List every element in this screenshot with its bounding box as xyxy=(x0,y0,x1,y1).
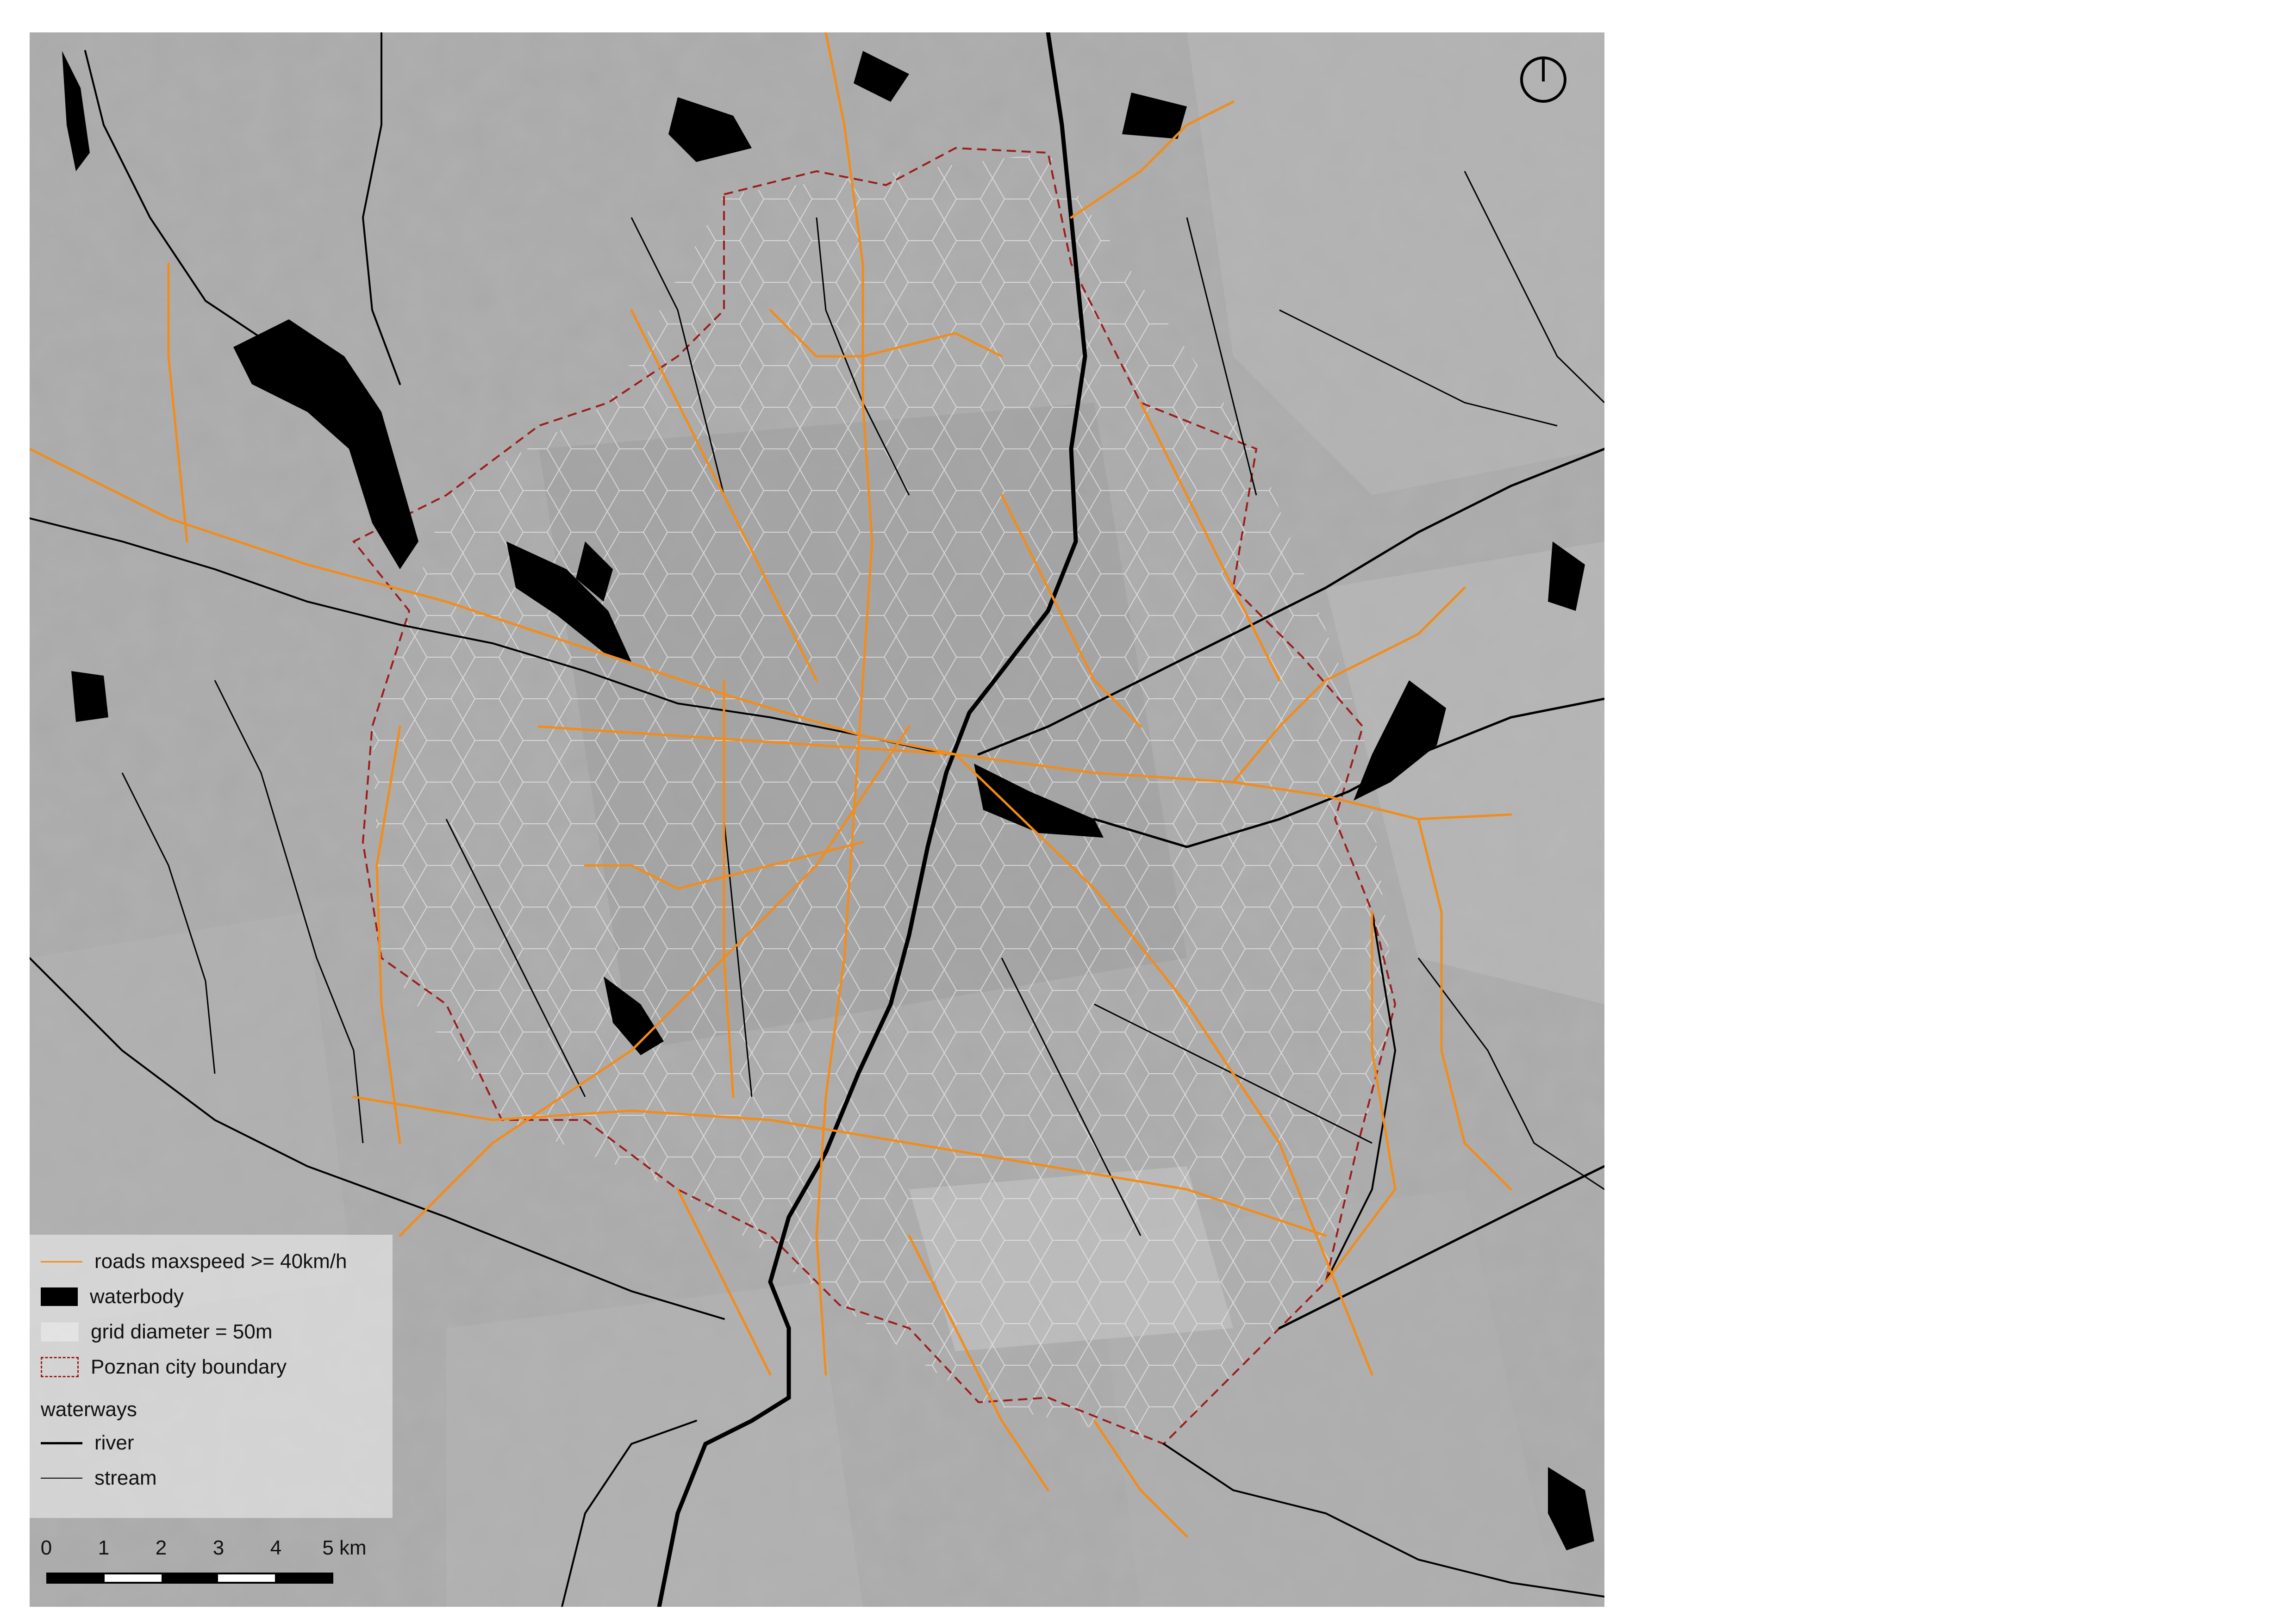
scale-label-4: 4 xyxy=(270,1536,282,1559)
scale-label-3: 3 xyxy=(212,1536,225,1559)
legend-label: waterbody xyxy=(90,1285,184,1308)
scale-bar-graphic xyxy=(46,1573,333,1584)
legend-item-river: river xyxy=(41,1429,134,1457)
scale-segment xyxy=(218,1574,275,1582)
map-canvas[interactable] xyxy=(30,32,1604,1607)
legend-label: grid diameter = 50m xyxy=(91,1320,273,1343)
legend-panel: roads maxspeed >= 40km/h waterbody grid … xyxy=(30,1235,393,1518)
scale-label-2: 2 xyxy=(155,1536,167,1559)
legend-item-waterbody: waterbody xyxy=(41,1283,184,1311)
legend-group-title: waterways xyxy=(41,1398,137,1421)
scale-bar: 0 1 2 3 4 5 km xyxy=(30,1536,367,1597)
dashed-boundary-icon xyxy=(41,1357,79,1377)
legend-label: Poznan city boundary xyxy=(91,1356,287,1378)
legend-item-roads: roads maxspeed >= 40km/h xyxy=(41,1248,347,1275)
hex-grid-icon xyxy=(41,1322,79,1342)
scale-label-5: 5 km xyxy=(322,1536,367,1559)
scale-segment xyxy=(161,1574,218,1582)
road-line-icon xyxy=(41,1251,82,1272)
legend-item-grid: grid diameter = 50m xyxy=(41,1318,273,1346)
scale-label-0: 0 xyxy=(40,1536,52,1559)
thick-line-icon xyxy=(41,1433,82,1453)
city-boundary-line xyxy=(352,147,1397,1445)
scale-label-1: 1 xyxy=(98,1536,110,1559)
waterbodies xyxy=(62,51,1594,1550)
scale-segment xyxy=(48,1574,105,1582)
map-graphic xyxy=(30,32,1604,1607)
hex-grid-area xyxy=(372,153,1395,1444)
legend-label: roads maxspeed >= 40km/h xyxy=(94,1250,347,1273)
legend-item-boundary: Poznan city boundary xyxy=(41,1353,287,1381)
legend-item-stream: stream xyxy=(41,1464,156,1492)
legend-group-waterways: waterways xyxy=(41,1396,137,1424)
roads xyxy=(30,32,1512,1538)
legend-label: stream xyxy=(94,1467,157,1489)
legend-label: river xyxy=(94,1431,134,1454)
scale-segment xyxy=(105,1574,161,1582)
water-fill-icon xyxy=(41,1287,78,1306)
thin-line-icon xyxy=(41,1468,82,1488)
north-arrow-icon xyxy=(1520,56,1566,103)
scale-segment xyxy=(275,1574,332,1582)
